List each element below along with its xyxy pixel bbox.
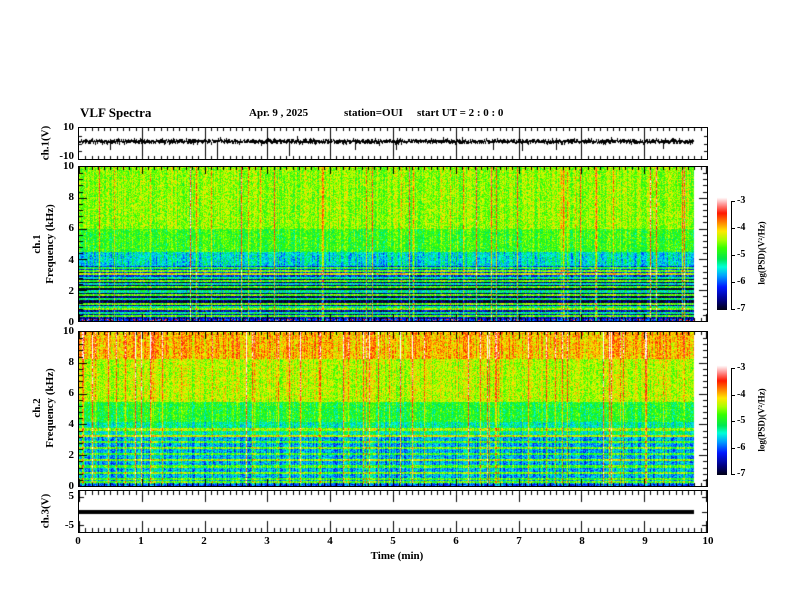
- ch1-freq-tick-label: 8: [68, 191, 75, 204]
- page-title: VLF Spectra: [80, 105, 152, 120]
- ch1v-tick-label: 10: [63, 121, 74, 133]
- ch3-waveform-canvas: [79, 491, 707, 532]
- ch1-freq-tick-label: 4: [68, 253, 75, 266]
- ch1-freq-tick-label: 6: [68, 222, 75, 235]
- colorbar-tick: [731, 421, 735, 422]
- date-label: Apr. 9 , 2025: [249, 107, 309, 119]
- time-tick-label: 0: [75, 535, 81, 547]
- colorbar-tick: [731, 282, 735, 283]
- time-tick-label: 10: [702, 535, 714, 547]
- ch2-axis-channel: ch.2: [31, 398, 43, 418]
- colorbar-tick: [731, 448, 735, 449]
- ch1-axis-frequency: Frequency (kHz): [44, 204, 56, 284]
- ch3-waveform-panel: [78, 490, 708, 533]
- ch1-axis-channel: ch.1: [31, 234, 43, 254]
- colorbar-ch1-canvas: [717, 197, 727, 310]
- colorbar-tick-label: -5: [737, 249, 746, 260]
- time-tick-label: 1: [138, 535, 144, 547]
- colorbar-tick: [731, 255, 735, 256]
- time-tick-label: 9: [642, 535, 648, 547]
- ch2-freq-tick-label: 2: [68, 449, 75, 461]
- colorbar-tick-label: -3: [737, 195, 746, 206]
- ch2-freq-tick-label: 4: [68, 418, 75, 430]
- ch2-axis-frequency: Frequency (kHz): [44, 368, 56, 448]
- colorbar-tick-label: -4: [737, 222, 746, 233]
- colorbar-tick: [731, 201, 735, 202]
- ch1-waveform-panel: [78, 127, 708, 160]
- ch2-freq-tick-label: 0: [68, 480, 75, 492]
- time-tick-label: 3: [264, 535, 270, 547]
- ch2-freq-tick-label: 8: [68, 356, 75, 368]
- colorbar-tick-label: -3: [737, 362, 746, 373]
- ch1v-tick-label: -10: [59, 150, 74, 162]
- colorbar-tick: [731, 474, 735, 475]
- colorbar-tick-label: -4: [737, 389, 746, 400]
- ch2-spectrogram-panel: [78, 331, 708, 487]
- time-tick-label: 2: [201, 535, 207, 547]
- start-ut-label: start UT = 2 : 0 : 0: [417, 107, 504, 119]
- colorbar-tick-label: -7: [737, 468, 746, 479]
- colorbar-ch2-canvas: [717, 365, 727, 475]
- ch2-freq-tick-label: 6: [68, 387, 75, 399]
- colorbar-tick: [731, 228, 735, 229]
- time-axis-label: Time (min): [370, 550, 424, 562]
- ch1-freq-tick-label: 10: [63, 160, 74, 172]
- colorbar-tick: [731, 309, 735, 310]
- ch1-freq-tick-label: 2: [68, 284, 75, 297]
- colorbar-tick-label: -6: [737, 276, 746, 287]
- ch2-freq-tick-label: 10: [63, 325, 74, 337]
- colorbar-tick-label: -6: [737, 442, 746, 453]
- ch1-spectrogram-canvas: [79, 167, 707, 321]
- colorbar-tick-label: -5: [737, 415, 746, 426]
- colorbar-tick: [731, 368, 735, 369]
- station-label: station=OUI: [344, 107, 403, 119]
- ch1-freq-tick-label: 0: [68, 316, 75, 328]
- ch1-waveform-canvas: [79, 128, 707, 159]
- ch2-frequency-axis-label: ch.2 Frequency (kHz): [31, 368, 57, 448]
- ch3v-tick-label: -5: [64, 519, 74, 531]
- ch1-spectrogram-panel: [78, 166, 708, 322]
- time-tick-label: 6: [453, 535, 459, 547]
- ch2-spectrogram-canvas: [79, 332, 707, 486]
- time-tick-label: 8: [579, 535, 585, 547]
- time-tick-label: 4: [327, 535, 333, 547]
- ch3v-tick-label: 5: [68, 490, 75, 502]
- time-tick-label: 5: [390, 535, 396, 547]
- ch1-frequency-axis-label: ch.1 Frequency (kHz): [31, 204, 57, 284]
- colorbar-tick: [731, 395, 735, 396]
- time-tick-label: 7: [516, 535, 522, 547]
- colorbar-tick-label: -7: [737, 303, 746, 314]
